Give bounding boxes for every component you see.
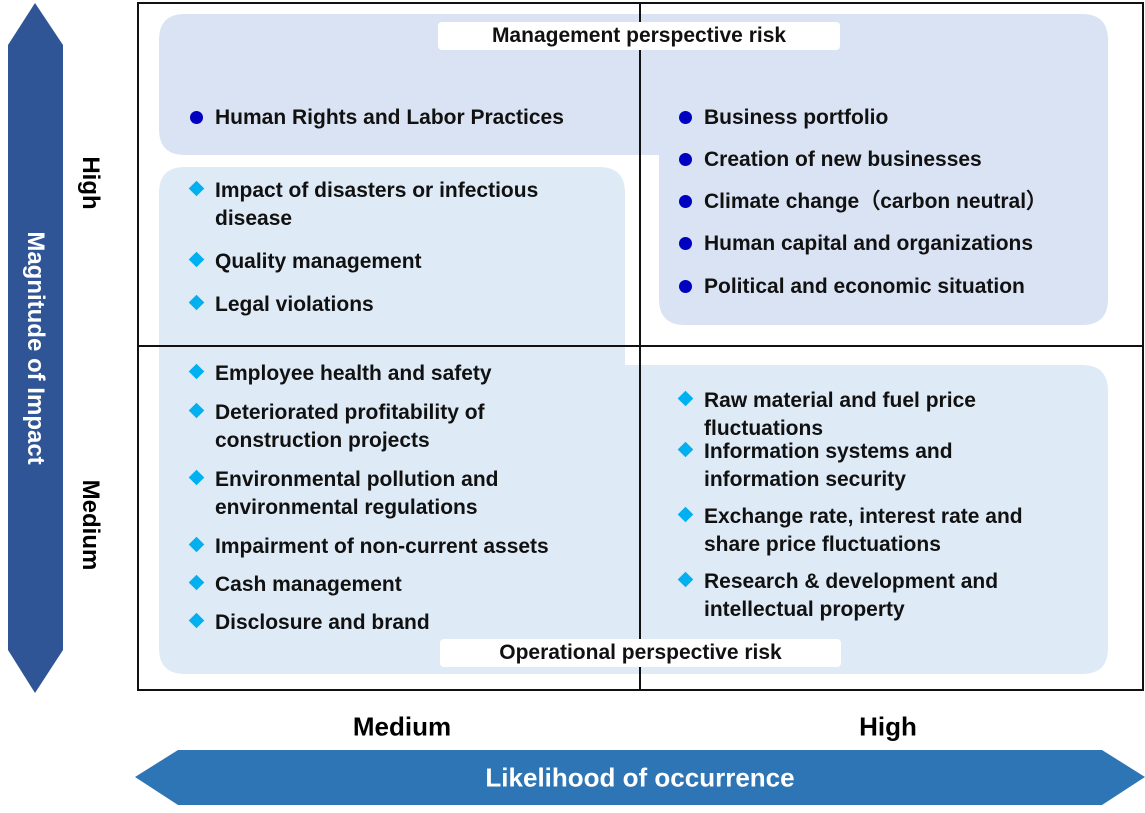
risk-item-line: Creation of new businesses [704,148,982,171]
risk-item-line: Deteriorated profitability of [215,401,485,424]
risk-item: Impairment of non-current assets [215,533,549,561]
risk-item: Quality management [215,248,422,276]
risk-item-line: environmental regulations [215,496,478,519]
circle-bullet-icon [190,111,203,124]
x-axis-title: Likelihood of occurrence [485,762,795,793]
risk-item: Research & development and intellectual p… [704,568,998,624]
risk-item-line: Environmental pollution and [215,468,499,491]
risk-item: Deteriorated profitability of constructio… [215,399,485,455]
risk-item-line: Impact of disasters or infectious [215,179,539,202]
risk-item: Employee health and safety [215,360,492,388]
x-level-high: High [859,711,917,742]
operational-label: Operational perspective risk [440,639,841,667]
vertical-arrow [8,3,63,693]
risk-item-line: share price fluctuations [704,533,941,556]
risk-item: Impact of disasters or infectious disease [215,177,538,233]
risk-item-line: Climate change（carbon neutral） [704,190,1048,213]
circle-bullet-icon [679,280,692,293]
risk-item-line: construction projects [215,429,430,452]
risk-item-line: Quality management [215,250,422,273]
circle-bullet-icon [679,237,692,250]
x-level-medium: Medium [352,711,452,742]
risk-item-line: disease [215,207,293,230]
risk-item-line: Employee health and safety [215,362,492,385]
risk-item-line: intellectual property [704,598,905,621]
management-label: Management perspective risk [438,22,840,50]
risk-item: Information systems and information secur… [704,438,953,494]
risk-item-line: Human capital and organizations [704,232,1034,255]
circle-bullet-icon [679,153,692,166]
risk-item-line: Cash management [215,573,402,596]
risk-item-line: Disclosure and brand [215,611,430,634]
y-level-high: High [77,156,104,210]
risk-item: Business portfolio [704,104,888,132]
y-axis-title: Magnitude of Impact [22,231,49,465]
y-level-medium: Medium [77,479,104,571]
risk-item: Raw material and fuel price fluctuations [704,387,976,443]
risk-item-line: Information systems and [704,440,953,463]
risk-item-line: Human Rights and Labor Practices [215,106,564,129]
operational-region [159,167,1108,674]
risk-item-line: Business portfolio [704,106,889,129]
circle-bullet-icon [679,111,692,124]
risk-item-line: Research & development and [704,570,999,593]
risk-item-line: Political and economic situation [704,275,1025,298]
risk-item: Cash management [215,571,402,599]
risk-item-line: Legal violations [215,293,374,316]
risk-item: Human Rights and Labor Practices [215,104,564,132]
risk-item: Environmental pollution and environmental… [215,466,499,522]
management-region [159,14,1108,325]
circle-bullet-icon [679,195,692,208]
risk-item: Political and economic situation [704,273,1025,301]
risk-item: Climate change（carbon neutral） [704,188,1047,216]
risk-item: Creation of new businesses [704,146,982,174]
risk-item-line: information security [704,468,906,491]
risk-item: Human capital and organizations [704,230,1033,258]
horizontal-arrow [135,750,1145,805]
risk-item: Exchange rate, interest rate and share pr… [704,503,1023,559]
risk-item: Legal violations [215,291,374,319]
risk-item-line: Impairment of non-current assets [215,535,549,558]
risk-item-line: fluctuations [704,417,823,440]
risk-item-line: Exchange rate, interest rate and [704,505,1023,528]
risk-item: Disclosure and brand [215,609,430,637]
risk-item-line: Raw material and fuel price [704,389,976,412]
